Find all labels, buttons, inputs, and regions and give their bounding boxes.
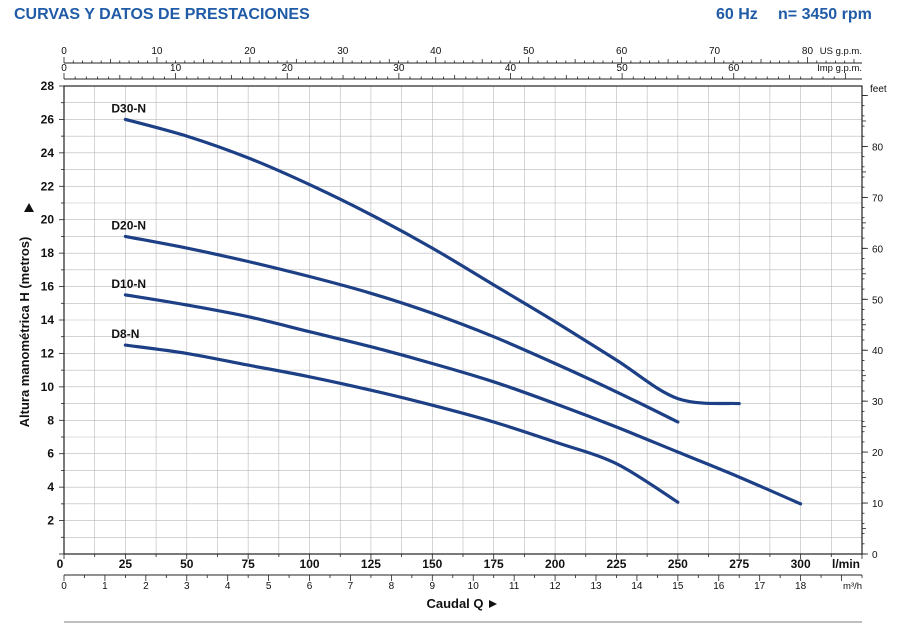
m3h-tick-label: 8 <box>389 581 395 592</box>
series-label-d20-n: D20-N <box>111 218 146 232</box>
m3h-tick-label: 11 <box>509 581 520 592</box>
x-tick-label: 250 <box>668 557 688 571</box>
imp-gpm-tick-label: 0 <box>61 63 67 74</box>
series-line-d10-n <box>123 293 803 506</box>
x-tick-label: 75 <box>241 557 255 571</box>
speed-label: n= 3450 rpm <box>778 6 872 23</box>
m3h-tick-label: 2 <box>143 581 149 592</box>
imp-gpm-tick-label: 40 <box>505 63 517 74</box>
us-gpm-tick-label: 60 <box>616 46 628 57</box>
y-tick-label: 16 <box>41 280 55 294</box>
imp-gpm-tick-label: 10 <box>170 63 182 74</box>
imp-gpm-tick-label: 50 <box>617 63 629 74</box>
m3h-tick-label: 18 <box>795 581 807 592</box>
y-zero-label: 0 <box>57 557 64 571</box>
feet-tick-label: 0 <box>872 550 878 561</box>
feet-tick-label: 10 <box>872 499 884 510</box>
x-tick-label: 275 <box>729 557 749 571</box>
m3h-unit: m³/h <box>843 581 862 592</box>
series-line-d20-n <box>123 234 680 424</box>
series-lines <box>123 117 803 506</box>
series-label-d30-n: D30-N <box>111 101 146 115</box>
m3h-tick-label: 16 <box>713 581 725 592</box>
feet-unit: feet <box>870 84 887 95</box>
series-label-d8-n: D8-N <box>111 327 139 341</box>
m3h-tick-label: 3 <box>184 581 190 592</box>
m3h-tick-label: 17 <box>754 581 766 592</box>
feet-tick-label: 50 <box>872 295 884 306</box>
labels: 0 10 20 30 40 50 60 70 80 US g.p.m.0 10 20 30 40 50 60 I… <box>17 46 887 611</box>
chart-title: CURVAS Y DATOS DE PRESTACIONES <box>14 6 310 23</box>
feet-tick-label: 20 <box>872 448 884 459</box>
y-tick-label: 10 <box>41 380 55 394</box>
imp-gpm-tick-label: 30 <box>393 63 405 74</box>
y-tick-label: 4 <box>47 480 54 494</box>
feet-tick-label: 80 <box>872 142 884 153</box>
m3h-tick-label: 5 <box>266 581 272 592</box>
m3h-tick-label: 14 <box>631 581 643 592</box>
m3h-tick-label: 4 <box>225 581 231 592</box>
x-tick-label: 175 <box>484 557 504 571</box>
x-axis-title: Caudal Q <box>426 596 483 611</box>
us-gpm-unit: US g.p.m. <box>820 46 862 57</box>
us-gpm-tick-label: 10 <box>151 46 163 57</box>
grid <box>64 86 862 554</box>
y-tick-label: 22 <box>41 179 55 193</box>
m3h-tick-label: 7 <box>348 581 354 592</box>
x-tick-label: 125 <box>361 557 381 571</box>
frequency-label: 60 Hz <box>716 6 758 23</box>
y-tick-label: 6 <box>47 447 54 461</box>
imp-gpm-tick-label: 20 <box>282 63 294 74</box>
us-gpm-tick-label: 20 <box>244 46 256 57</box>
y-tick-label: 28 <box>41 79 55 93</box>
y-tick-label: 14 <box>41 313 55 327</box>
us-gpm-tick-label: 50 <box>523 46 535 57</box>
x-tick-label: 225 <box>606 557 626 571</box>
imp-gpm-unit: Imp g.p.m. <box>817 63 862 74</box>
m3h-tick-label: 13 <box>590 581 602 592</box>
feet-tick-label: 30 <box>872 397 884 408</box>
m3h-tick-label: 12 <box>550 581 562 592</box>
y-tick-label: 24 <box>41 146 55 160</box>
x-tick-label: 200 <box>545 557 565 571</box>
x-tick-label: 150 <box>422 557 442 571</box>
feet-tick-label: 70 <box>872 193 884 204</box>
series-line-d30-n <box>123 117 741 406</box>
m3h-tick-label: 6 <box>307 581 313 592</box>
us-gpm-tick-label: 70 <box>709 46 721 57</box>
x-tick-label: 300 <box>791 557 811 571</box>
y-tick-label: 26 <box>41 112 55 126</box>
imp-gpm-tick-label: 60 <box>728 63 740 74</box>
y-tick-label: 20 <box>41 213 55 227</box>
feet-tick-label: 60 <box>872 244 884 255</box>
y-axis-arrow-icon <box>24 203 34 212</box>
y-tick-label: 18 <box>41 246 55 260</box>
us-gpm-tick-label: 80 <box>802 46 814 57</box>
y-axis-title: Altura manométrica H (metros) <box>17 237 32 428</box>
m3h-tick-label: 1 <box>102 581 108 592</box>
x-tick-label: 50 <box>180 557 194 571</box>
m3h-tick-label: 15 <box>672 581 684 592</box>
feet-tick-label: 40 <box>872 346 884 357</box>
us-gpm-tick-label: 0 <box>61 46 67 57</box>
x-unit: l/min <box>832 557 860 571</box>
m3h-tick-label: 10 <box>468 581 480 592</box>
y-tick-label: 2 <box>47 514 54 528</box>
y-tick-label: 8 <box>47 413 54 427</box>
x-tick-label: 100 <box>300 557 320 571</box>
m3h-tick-label: 9 <box>430 581 436 592</box>
series-line-d8-n <box>123 343 680 504</box>
y-tick-label: 12 <box>41 346 55 360</box>
us-gpm-tick-label: 40 <box>430 46 442 57</box>
x-tick-label: 25 <box>119 557 133 571</box>
us-gpm-tick-label: 30 <box>337 46 349 57</box>
series-label-d10-n: D10-N <box>111 277 146 291</box>
m3h-tick-label: 0 <box>61 581 67 592</box>
x-axis-arrow-icon <box>489 600 497 608</box>
axes <box>59 57 868 623</box>
